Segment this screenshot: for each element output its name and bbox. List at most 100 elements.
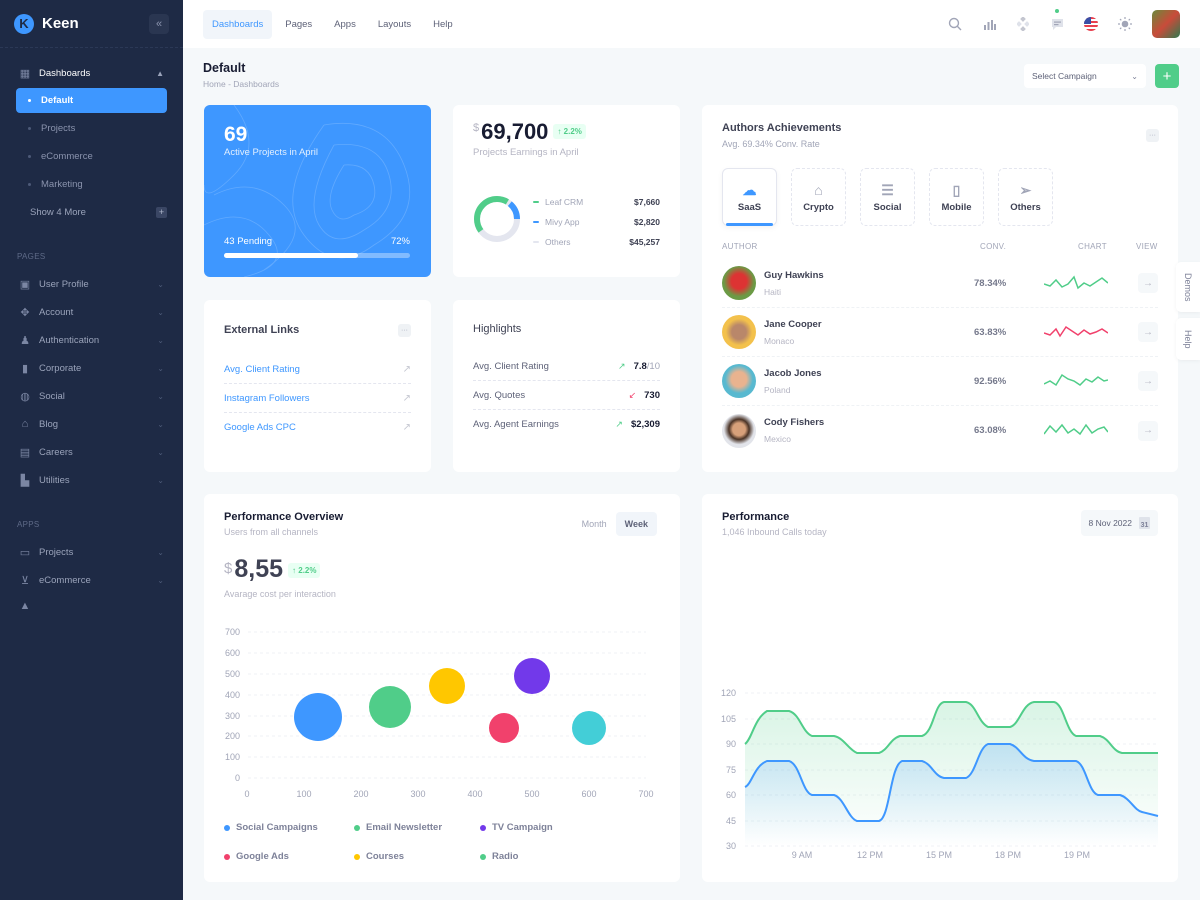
search-icon[interactable] [946, 15, 964, 33]
sidebar-item-authentication[interactable]: ♟ Authentication ⌄ [0, 326, 183, 354]
sidebar-item-dashboards[interactable]: ▦ Dashboards ▲ [0, 61, 183, 85]
change-badge: ↑ 2.2% [288, 563, 321, 578]
legend-item[interactable]: Email Newsletter [354, 822, 480, 833]
date-picker-button[interactable]: 8 Nov 2022 31 [1080, 510, 1158, 536]
tab-social[interactable]: ☰ Social [860, 168, 915, 226]
column-chart: CHART [1078, 242, 1107, 251]
legend-item[interactable]: Courses [354, 851, 480, 862]
sidebar-item-label: Blog [39, 418, 59, 430]
sidebar-item-account[interactable]: ✥ Account ⌄ [0, 298, 183, 326]
sidebar-item-label: Marketing [41, 178, 83, 190]
author-name[interactable]: Jacob Jones [764, 367, 822, 379]
phone-icon: ▯ [952, 181, 961, 198]
sidebar-item-app-ecommerce[interactable]: ⊻ eCommerce ⌄ [0, 566, 183, 594]
topnav-help[interactable]: Help [433, 18, 453, 30]
table-row: Cody Fishers Mexico 63.08% → [722, 406, 1158, 455]
more-options-button[interactable]: ··· [398, 324, 411, 337]
sidebar-item-partial[interactable]: ▲ [0, 594, 183, 612]
earnings-card: $ 69,700 ↑ 2.2% Projects Earnings in Apr… [453, 105, 680, 277]
sidebar-item-user-profile[interactable]: ▣ User Profile ⌄ [0, 270, 183, 298]
theme-sun-icon[interactable] [1116, 15, 1134, 33]
performance-line-chart: 120 105 90 75 60 45 30 9 AM 12 PM 15 PM 18 PM 19 … [721, 688, 1159, 860]
campaign-select-label: Select Campaign [1032, 71, 1097, 81]
user-avatar[interactable] [1152, 10, 1180, 38]
svg-text:300: 300 [225, 711, 240, 721]
sidebar-item-utilities[interactable]: ▙ Utilities ⌄ [0, 466, 183, 494]
author-location: Mexico [764, 434, 791, 444]
topnav-apps[interactable]: Apps [334, 18, 356, 30]
topnav-pages[interactable]: Pages [285, 18, 313, 30]
pending-percent: 72% [390, 236, 410, 247]
tab-others[interactable]: ➢ Others [998, 168, 1053, 226]
svg-text:12 PM: 12 PM [857, 850, 883, 860]
sidebar-item-blog[interactable]: ⌂ Blog ⌄ [0, 410, 183, 438]
tools-icon: ▙ [20, 474, 30, 487]
card-subtitle: 1,046 Inbound Calls today [722, 527, 827, 537]
sparkline-chart [1044, 275, 1108, 290]
legend-item[interactable]: Social Campaigns [224, 822, 354, 833]
sidebar-item-app-projects[interactable]: ▭ Projects ⌄ [0, 538, 183, 566]
sidebar-item-label: Authentication [39, 334, 100, 346]
view-button[interactable]: → [1138, 420, 1158, 441]
tab-saas[interactable]: ☁ SaaS [722, 168, 777, 226]
language-flag-icon[interactable] [1082, 15, 1100, 33]
legend-value: $2,820 [634, 217, 660, 227]
sidebar-collapse-button[interactable]: « [149, 13, 169, 34]
breadcrumb-home[interactable]: Home [203, 79, 226, 89]
view-button[interactable]: → [1138, 371, 1158, 391]
chat-icon[interactable] [1048, 9, 1066, 33]
sidebar-item-careers[interactable]: ▤ Careers ⌄ [0, 438, 183, 466]
external-link[interactable]: Google Ads CPC ↗ [224, 413, 411, 442]
sidebar-item-social[interactable]: ◍ Social ⌄ [0, 382, 183, 410]
apps-diamond-icon[interactable] [1014, 15, 1032, 33]
sidebar-subitem-projects[interactable]: Projects [0, 114, 183, 142]
period-week-button[interactable]: Week [615, 512, 657, 536]
topnav-dashboards[interactable]: Dashboards [203, 9, 273, 39]
author-name[interactable]: Jane Cooper [764, 318, 822, 330]
notification-dot [1055, 9, 1059, 13]
external-links-card: External Links ··· Avg. Client Rating ↗ I… [204, 300, 431, 472]
sidebar-subitem-ecommerce[interactable]: eCommerce [0, 142, 183, 170]
legend-item[interactable]: Google Ads [224, 851, 354, 862]
arrow-down-left-icon: ↙ [628, 389, 637, 400]
more-options-button[interactable]: ··· [1146, 129, 1159, 142]
tab-mobile[interactable]: ▯ Mobile [929, 168, 984, 226]
author-name[interactable]: Guy Hawkins [764, 269, 824, 281]
external-link[interactable]: Instagram Followers ↗ [224, 384, 411, 413]
help-tab[interactable]: Help [1176, 318, 1200, 360]
earnings-donut-chart [474, 196, 520, 242]
view-button[interactable]: → [1138, 322, 1158, 342]
change-badge: ↑ 2.2% [553, 124, 586, 139]
sidebar-subitem-marketing[interactable]: Marketing [0, 170, 183, 198]
author-location: Poland [764, 384, 791, 395]
bank-icon: ⌂ [814, 181, 823, 198]
person-icon: ♟ [20, 334, 30, 347]
topnav-layouts[interactable]: Layouts [377, 18, 412, 30]
sidebar-subitem-default[interactable]: Default [16, 88, 167, 113]
sparkline-chart [1044, 325, 1108, 338]
cloud-icon: ☁ [742, 181, 757, 198]
sidebar-item-label: Corporate [39, 362, 82, 374]
view-button[interactable]: → [1138, 273, 1158, 293]
tab-crypto[interactable]: ⌂ Crypto [791, 168, 846, 226]
demos-tab[interactable]: Demos [1176, 262, 1200, 312]
svg-text:100: 100 [225, 752, 240, 762]
card-title: Performance [722, 511, 790, 523]
legend-item[interactable]: TV Campaign [480, 822, 610, 833]
add-button[interactable]: + [1155, 64, 1179, 88]
external-link[interactable]: Avg. Client Rating ↗ [224, 355, 411, 384]
show-more-button[interactable]: Show 4 More + [0, 198, 183, 226]
period-month-button[interactable]: Month [581, 519, 607, 529]
tab-label: SaaS [737, 201, 762, 213]
campaign-select[interactable]: Select Campaign ⌄ [1024, 64, 1146, 88]
svg-text:75: 75 [726, 765, 736, 775]
bar-chart-icon[interactable] [980, 15, 998, 33]
svg-text:9 AM: 9 AM [792, 850, 813, 860]
sidebar-item-corporate[interactable]: ▮ Corporate ⌄ [0, 354, 183, 382]
cost-amount: $ 8,55 ↑ 2.2% [224, 555, 321, 584]
logo[interactable]: K Keen [14, 13, 79, 34]
author-name[interactable]: Cody Fishers [764, 417, 825, 428]
chevron-down-icon: ⌄ [157, 475, 164, 485]
badge-icon: ▤ [19, 446, 31, 459]
legend-item[interactable]: Radio [480, 851, 610, 862]
